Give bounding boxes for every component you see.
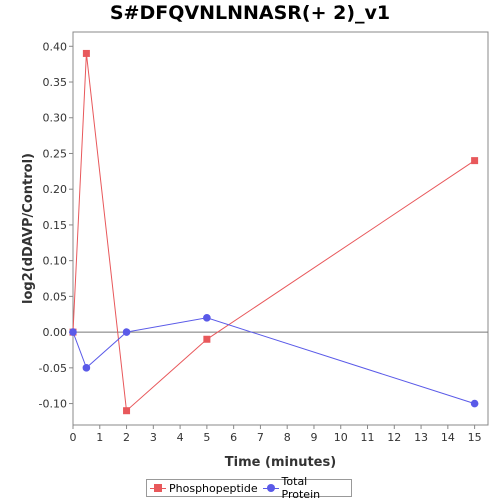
legend-item-series-2: Total Protein — [262, 475, 349, 501]
series-2-point — [82, 364, 91, 372]
legend-circle-marker-icon — [266, 484, 275, 492]
y-tick-label: 0.00 — [43, 326, 68, 339]
y-tick-label: -0.10 — [39, 398, 67, 411]
series-1-point — [123, 407, 131, 415]
x-tick-label: 15 — [468, 431, 482, 444]
legend-swatch-series-1 — [150, 483, 166, 493]
x-tick-label: 6 — [230, 431, 237, 444]
y-tick-label: 0.10 — [43, 255, 68, 268]
legend-label-series-2: Total Protein — [281, 475, 321, 501]
x-tick-label: 8 — [284, 431, 291, 444]
y-tick-label: 0.25 — [43, 147, 68, 160]
legend-square-marker-icon — [154, 484, 162, 492]
x-tick-label: 5 — [203, 431, 210, 444]
x-tick-label: 3 — [150, 431, 157, 444]
y-tick-label: -0.05 — [39, 362, 67, 375]
y-tick-label: 0.15 — [43, 219, 68, 232]
x-tick-label: 9 — [310, 431, 317, 444]
series-2-point — [470, 399, 479, 408]
x-tick-label: 2 — [123, 431, 130, 444]
x-axis-title: Time (minutes) — [225, 455, 336, 470]
series-1-point — [82, 49, 90, 57]
legend-label-series-1: Phosphopeptide — [169, 481, 258, 495]
plot-area — [72, 31, 489, 426]
series-1-point — [471, 157, 479, 165]
x-tick-label: 11 — [361, 431, 375, 444]
legend-swatch-series-2 — [262, 483, 279, 493]
x-tick-label: 13 — [414, 431, 428, 444]
x-tick-label: 14 — [441, 431, 455, 444]
series-1-point — [203, 335, 211, 343]
x-tick-label: 0 — [70, 431, 77, 444]
y-axis-title: log2(dDAVP/Control) — [21, 153, 36, 304]
x-tick-label: 10 — [334, 431, 348, 444]
x-tick-label: 7 — [257, 431, 264, 444]
x-tick-label: 4 — [177, 431, 184, 444]
y-tick-label: 0.20 — [43, 183, 68, 196]
y-tick-label: 0.35 — [43, 76, 68, 89]
series-2-point — [69, 328, 77, 336]
y-tick-label: 0.05 — [43, 290, 68, 303]
x-tick-label: 12 — [387, 431, 401, 444]
chart-title: S#DFQVNLNNASR(+ 2)_v1 — [109, 2, 391, 24]
y-tick-label: 0.30 — [43, 112, 68, 125]
series-2-point — [122, 328, 131, 336]
legend: Phosphopeptide Total Protein — [146, 475, 352, 501]
series-2-point — [203, 314, 211, 322]
legend-item-series-1: Phosphopeptide — [150, 482, 258, 495]
x-tick-label: 1 — [96, 431, 103, 444]
y-tick-label: 0.40 — [43, 40, 68, 53]
